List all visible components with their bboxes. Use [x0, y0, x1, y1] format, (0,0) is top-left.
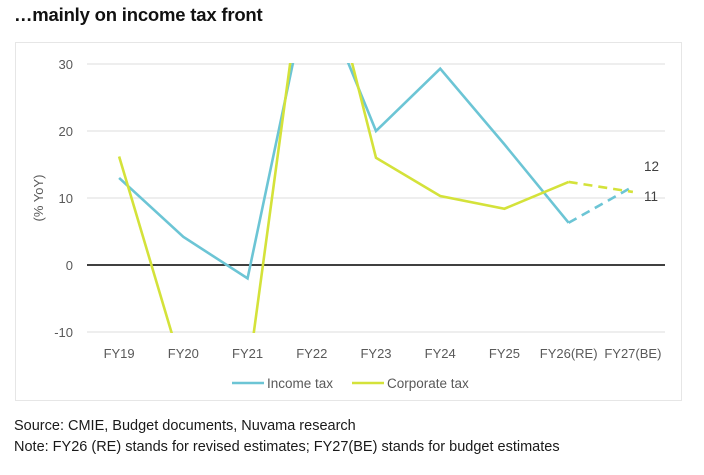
y-tick-label: 30	[59, 57, 73, 72]
corporate-tax-line	[117, 63, 570, 333]
x-tick-label: FY19	[104, 346, 135, 361]
end-labels: 12 11	[644, 159, 659, 204]
x-tick-label: FY21	[232, 346, 263, 361]
y-tick-label: 20	[59, 124, 73, 139]
x-tick-label: FY26(RE)	[540, 346, 598, 361]
income-tax-series	[118, 63, 634, 281]
x-tick-label: FY23	[360, 346, 391, 361]
corporate-tax-projection-line	[568, 180, 634, 194]
end-value-label: 12	[644, 159, 659, 174]
x-tick-label: FY24	[425, 346, 456, 361]
income-tax-projection-line	[568, 185, 634, 224]
y-tick-label: 10	[59, 191, 73, 206]
corporate-tax-series	[117, 63, 634, 333]
x-tick-label: FY20	[168, 346, 199, 361]
x-tick-label: FY25	[489, 346, 520, 361]
end-value-label: 11	[644, 189, 658, 204]
legend: Income tax Corporate tax	[232, 376, 469, 391]
income-tax-line	[118, 63, 570, 281]
series-lines	[117, 63, 634, 333]
y-tick-label: 0	[66, 258, 73, 273]
y-tick-label: -10	[54, 325, 73, 340]
y-axis-ticks: 30 20 10 0 -10	[54, 57, 73, 340]
x-axis-ticks: FY19 FY20 FY21 FY22 FY23 FY24 FY25 FY26(RE) FY27…	[104, 346, 662, 361]
gridlines	[87, 63, 665, 333]
chart-title: …mainly on income tax front	[14, 4, 263, 25]
legend-label: Corporate tax	[387, 376, 469, 391]
legend-label: Income tax	[267, 376, 333, 391]
x-tick-label: FY27(BE)	[604, 346, 661, 361]
footnotes: Source: CMIE, Budget documents, Nuvama r…	[14, 416, 560, 458]
source-note: Source: CMIE, Budget documents, Nuvama r…	[14, 418, 356, 434]
x-tick-label: FY22	[296, 346, 327, 361]
chart-frame	[15, 42, 682, 401]
estimate-note: Note: FY26 (RE) stands for revised estim…	[14, 439, 560, 455]
y-axis-label: (% YoY)	[31, 175, 46, 222]
